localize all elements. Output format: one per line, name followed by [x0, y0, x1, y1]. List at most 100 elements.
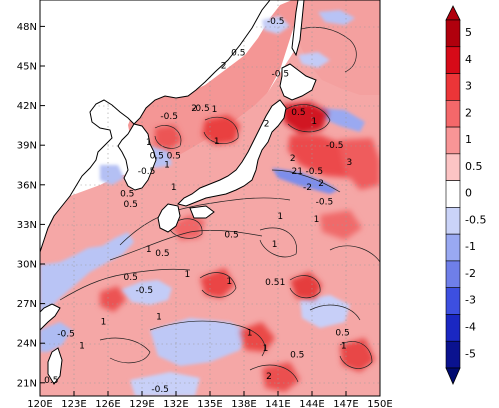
land-shikoku — [189, 205, 215, 219]
contour-line — [199, 272, 237, 298]
colorbar-label: 2 — [465, 106, 472, 119]
lat-tick-label: 24N — [17, 339, 37, 350]
contour-label: 2 — [266, 372, 272, 382]
contour-labels: -0.5 0.5 2 -0.5 -0.5 2 -0.5 1 0.5 1 2 -0.5 1 1 0.5 0.5 2… — [44, 17, 352, 395]
contour-label: -0.5 — [160, 112, 178, 122]
lon-tick-label: 141E — [265, 399, 290, 408]
contour-label: 1 — [263, 344, 269, 354]
colorbar-swatch — [445, 233, 461, 262]
lon-tick-label: 129E — [129, 399, 154, 408]
zone-pos-hotspot-7 — [170, 215, 205, 240]
colorbar-swatch — [445, 314, 461, 342]
contour-line — [339, 341, 373, 369]
zone-neg-far-south — [130, 372, 200, 396]
lon-tick-label: 138E — [231, 399, 256, 408]
contour-label: 2 — [221, 62, 227, 72]
lon-tick-label: 135E — [197, 399, 222, 408]
colorbar-swatch — [445, 126, 461, 155]
contour-line — [99, 337, 151, 364]
lat-tick-label: 39N — [17, 141, 37, 152]
lat-tick-label: 33N — [17, 220, 37, 231]
colorbar: 5 4 3 2 1 0.5 0 -0.5 -1 -2 -3 -4 -5 — [445, 5, 486, 385]
land-hokkaido — [279, 63, 317, 101]
contour-label: -0.5 — [135, 286, 153, 296]
contour-label: 1 — [226, 277, 232, 287]
contour-label: 1 — [101, 318, 107, 328]
zone-pos-hotspot-6 — [262, 362, 300, 392]
contour-label: 2 — [264, 120, 270, 130]
colorbar-swatch — [445, 340, 461, 369]
lat-tick-label: 45N — [17, 62, 37, 73]
zone-neg-east-china-sea — [120, 280, 172, 305]
contour-lines — [59, 26, 380, 383]
zone-pos-hotspot-1 — [290, 272, 322, 300]
contour-label: 0.5 — [155, 249, 169, 259]
colorbar-label: -0.5 — [465, 213, 486, 226]
contour-line — [289, 275, 321, 299]
contour-label: 0.5 — [224, 231, 238, 241]
lat-tick-label: 36N — [17, 180, 37, 191]
contour-label: -0.5 — [57, 330, 75, 340]
land-sakhalin — [291, 0, 305, 57]
contour-label: -0.5 — [192, 104, 210, 114]
graticule — [40, 0, 380, 396]
okhotsk-field — [298, 0, 380, 95]
zone-neg-north-japan-sea — [262, 16, 290, 34]
zone-neg-south — [150, 318, 248, 366]
contour-label: 1 — [184, 270, 190, 280]
contour-line — [249, 364, 299, 383]
contour-label: 1 — [79, 341, 85, 351]
lat-tick-label: 30N — [17, 260, 37, 271]
colorbar-label: -4 — [465, 321, 476, 334]
contour-label: 1 — [314, 215, 320, 225]
zone-neg-southeast — [300, 295, 350, 328]
contour-label: 0.5 — [231, 48, 245, 58]
colorbar-label: 4 — [465, 53, 472, 66]
colorbar-label: 0 — [465, 187, 472, 200]
colorbar-swatch — [445, 100, 461, 128]
land-taiwan — [47, 347, 63, 385]
contour-label: 1 — [146, 138, 152, 148]
axis-ticks: 120E 123E 126E 129E 132E 135E 138E 141E 144E 147E… — [17, 22, 393, 408]
colorbar-label: 0.5 — [465, 160, 483, 173]
zone-pos-hotspot-8 — [320, 210, 362, 240]
contour-label: -0.5 — [267, 17, 285, 27]
contour-label: -0.5 — [305, 167, 323, 177]
lon-tick-label: 147E — [333, 399, 358, 408]
land-kyushu — [157, 203, 181, 233]
contour-label: 1 — [156, 312, 162, 322]
contour-line — [109, 230, 263, 261]
zone-neg-yellow-sea — [100, 165, 124, 185]
zone-pos-japan-sea-1 — [202, 115, 240, 145]
colorbar-swatch — [445, 207, 461, 235]
colorbar-label: -2 — [465, 267, 476, 280]
contour-label: 0.5 — [124, 273, 138, 283]
land-asia-mainland — [40, 0, 271, 253]
colorbar-arrow-top — [445, 5, 461, 21]
colorbar-label: -5 — [465, 347, 476, 360]
contour-label: 0.5 — [291, 108, 305, 118]
contour-line — [271, 169, 341, 193]
contour-line — [329, 245, 380, 263]
zone-pos-off-kanto — [338, 138, 380, 190]
contour-label: 3 — [347, 158, 353, 168]
land-china-coast-south — [40, 303, 61, 331]
contour-label: 1 — [214, 137, 220, 147]
lat-tick-label: 42N — [17, 101, 37, 112]
lon-tick-label: 126E — [95, 399, 120, 408]
colorbar-swatch — [445, 180, 461, 208]
contour-label: 0.5 — [44, 376, 58, 386]
contour-line — [169, 218, 203, 239]
contour-label: 0.5 — [335, 328, 349, 338]
colorbar-label: 5 — [465, 26, 472, 39]
contour-label: -0.5 — [316, 198, 334, 208]
contour-label: 0.5 — [290, 351, 304, 361]
contour-label: 21 — [292, 167, 303, 177]
lat-tick-label: 27N — [17, 299, 37, 310]
zone-pos-hotspot-4 — [340, 338, 375, 372]
contour-label: -2 — [303, 183, 312, 193]
contour-label: -0.5 — [271, 70, 289, 80]
zone-pos-hotspot-5 — [100, 286, 126, 312]
contour-label: 1 — [272, 240, 278, 250]
